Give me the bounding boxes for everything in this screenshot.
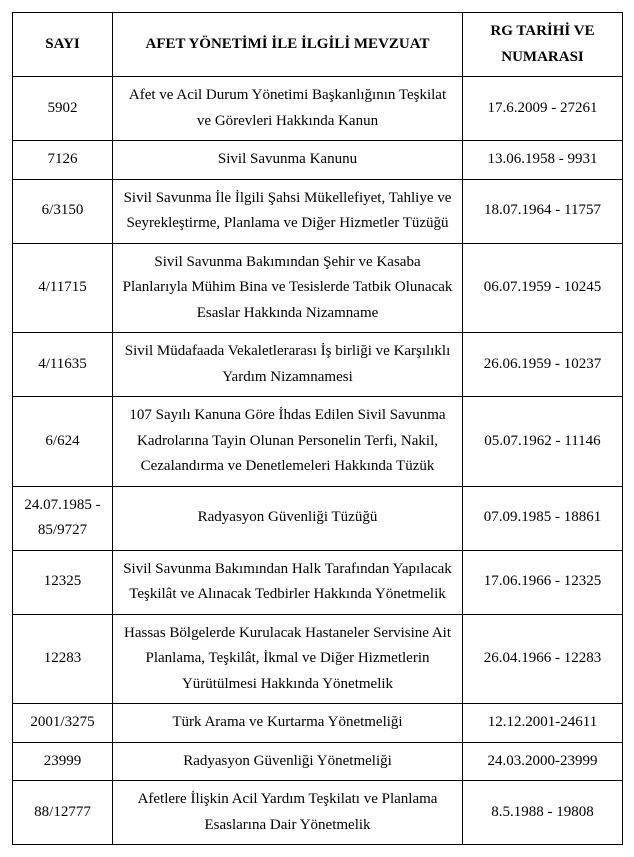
table-row: 4/11715 Sivil Savunma Bakımından Şehir v… bbox=[13, 243, 623, 333]
cell-rg: 06.07.1959 - 10245 bbox=[463, 243, 623, 333]
cell-sayi: 4/11635 bbox=[13, 333, 113, 397]
cell-rg: 05.07.1962 - 11146 bbox=[463, 397, 623, 487]
cell-sayi: 24.07.1985 - 85/9727 bbox=[13, 486, 113, 550]
table-row: 6/3150 Sivil Savunma İle İlgili Şahsi Mü… bbox=[13, 179, 623, 243]
cell-mevzuat: Sivil Savunma Bakımından Şehir ve Kasaba… bbox=[113, 243, 463, 333]
cell-rg: 26.04.1966 - 12283 bbox=[463, 614, 623, 704]
table-row: 24.07.1985 - 85/9727 Radyasyon Güvenliği… bbox=[13, 486, 623, 550]
cell-sayi: 7126 bbox=[13, 141, 113, 180]
table-row: 12325 Sivil Savunma Bakımından Halk Tara… bbox=[13, 550, 623, 614]
cell-mevzuat: Afetlere İlişkin Acil Yardım Teşkilatı v… bbox=[113, 781, 463, 845]
cell-rg: 24.03.2000-23999 bbox=[463, 742, 623, 781]
cell-rg: 17.06.1966 - 12325 bbox=[463, 550, 623, 614]
cell-sayi: 88/12777 bbox=[13, 781, 113, 845]
cell-mevzuat: Afet ve Acil Durum Yönetimi Başkanlığını… bbox=[113, 77, 463, 141]
cell-mevzuat: Radyasyon Güvenliği Yönetmeliği bbox=[113, 742, 463, 781]
header-sayi: SAYI bbox=[13, 13, 113, 77]
cell-mevzuat: Sivil Müdafaada Vekaletlerarası İş birli… bbox=[113, 333, 463, 397]
table-header-row: SAYI AFET YÖNETİMİ İLE İLGİLİ MEVZUAT RG… bbox=[13, 13, 623, 77]
cell-mevzuat: 107 Sayılı Kanuna Göre İhdas Edilen Sivi… bbox=[113, 397, 463, 487]
cell-mevzuat: Hassas Bölgelerde Kurulacak Hastaneler S… bbox=[113, 614, 463, 704]
cell-sayi: 5902 bbox=[13, 77, 113, 141]
cell-rg: 07.09.1985 - 18861 bbox=[463, 486, 623, 550]
table-row: 12283 Hassas Bölgelerde Kurulacak Hastan… bbox=[13, 614, 623, 704]
legislation-table: SAYI AFET YÖNETİMİ İLE İLGİLİ MEVZUAT RG… bbox=[12, 12, 623, 845]
cell-sayi: 6/624 bbox=[13, 397, 113, 487]
cell-mevzuat: Türk Arama ve Kurtarma Yönetmeliği bbox=[113, 704, 463, 743]
cell-rg: 13.06.1958 - 9931 bbox=[463, 141, 623, 180]
cell-sayi: 12283 bbox=[13, 614, 113, 704]
cell-mevzuat: Sivil Savunma İle İlgili Şahsi Mükellefi… bbox=[113, 179, 463, 243]
cell-sayi: 4/11715 bbox=[13, 243, 113, 333]
header-mevzuat: AFET YÖNETİMİ İLE İLGİLİ MEVZUAT bbox=[113, 13, 463, 77]
cell-rg: 8.5.1988 - 19808 bbox=[463, 781, 623, 845]
cell-mevzuat: Sivil Savunma Kanunu bbox=[113, 141, 463, 180]
cell-rg: 17.6.2009 - 27261 bbox=[463, 77, 623, 141]
table-row: 6/624 107 Sayılı Kanuna Göre İhdas Edile… bbox=[13, 397, 623, 487]
table-row: 23999 Radyasyon Güvenliği Yönetmeliği 24… bbox=[13, 742, 623, 781]
cell-sayi: 23999 bbox=[13, 742, 113, 781]
cell-rg: 12.12.2001-24611 bbox=[463, 704, 623, 743]
cell-mevzuat: Sivil Savunma Bakımından Halk Tarafından… bbox=[113, 550, 463, 614]
cell-rg: 26.06.1959 - 10237 bbox=[463, 333, 623, 397]
cell-sayi: 6/3150 bbox=[13, 179, 113, 243]
table-row: 4/11635 Sivil Müdafaada Vekaletlerarası … bbox=[13, 333, 623, 397]
header-rg: RG TARİHİ VE NUMARASI bbox=[463, 13, 623, 77]
table-row: 7126 Sivil Savunma Kanunu 13.06.1958 - 9… bbox=[13, 141, 623, 180]
cell-mevzuat: Radyasyon Güvenliği Tüzüğü bbox=[113, 486, 463, 550]
cell-rg: 18.07.1964 - 11757 bbox=[463, 179, 623, 243]
table-row: 88/12777 Afetlere İlişkin Acil Yardım Te… bbox=[13, 781, 623, 845]
cell-sayi: 12325 bbox=[13, 550, 113, 614]
table-body: 5902 Afet ve Acil Durum Yönetimi Başkanl… bbox=[13, 77, 623, 845]
cell-sayi: 2001/3275 bbox=[13, 704, 113, 743]
table-row: 2001/3275 Türk Arama ve Kurtarma Yönetme… bbox=[13, 704, 623, 743]
table-row: 5902 Afet ve Acil Durum Yönetimi Başkanl… bbox=[13, 77, 623, 141]
